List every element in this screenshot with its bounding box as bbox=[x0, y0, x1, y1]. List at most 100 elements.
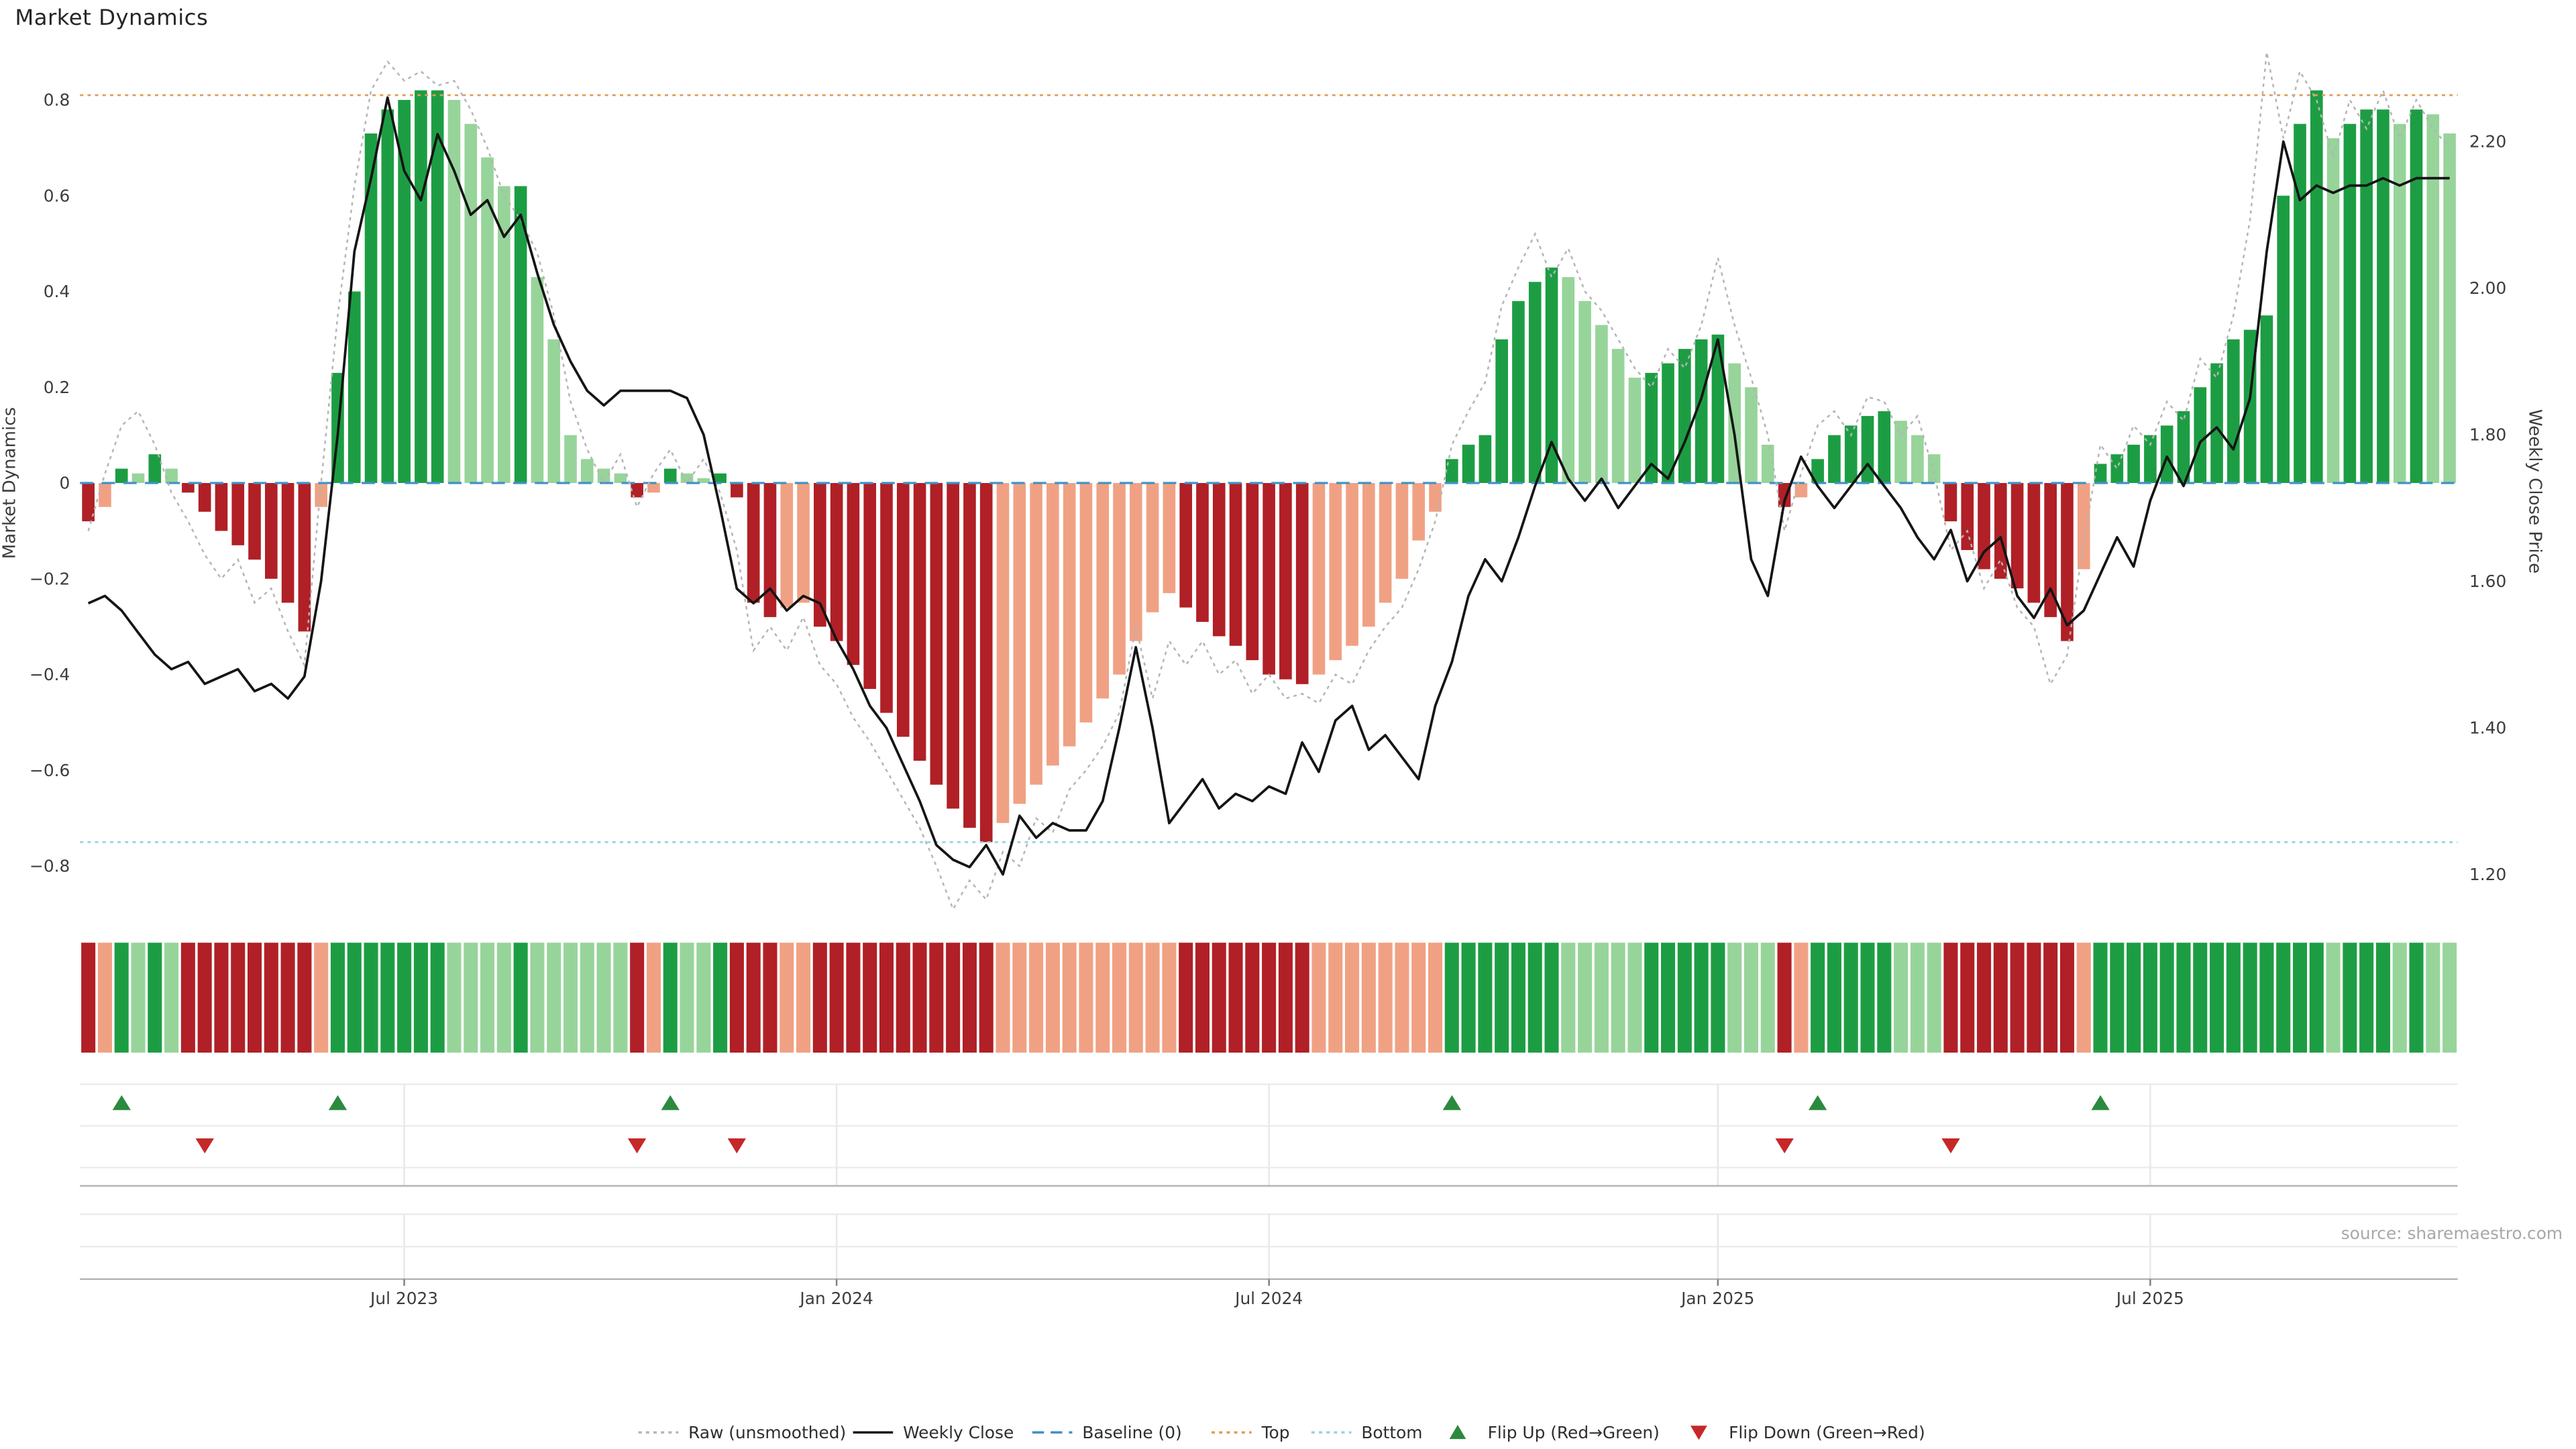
flip-down-marker bbox=[627, 1138, 647, 1154]
legend-down-triangle bbox=[1690, 1426, 1707, 1440]
heatmap-cell bbox=[2076, 943, 2091, 1053]
dynamics-bar bbox=[863, 483, 877, 689]
dynamics-bar bbox=[1429, 483, 1442, 512]
heatmap-cell bbox=[1777, 943, 1792, 1053]
dynamics-bar bbox=[697, 478, 710, 484]
heatmap-cell bbox=[81, 943, 96, 1053]
y-tick-label-right: 2.00 bbox=[2469, 278, 2506, 298]
heatmap-cell bbox=[1195, 943, 1210, 1053]
dynamics-bar bbox=[1828, 435, 1841, 484]
legend-item-label: Bottom bbox=[1361, 1423, 1422, 1442]
heatmap-cell bbox=[1378, 943, 1393, 1053]
heatmap-cell bbox=[1544, 943, 1559, 1053]
y-tick-label-left: −0.4 bbox=[30, 665, 70, 684]
dynamics-bar bbox=[1312, 483, 1326, 675]
y-axis-right-title: Weekly Close Price bbox=[2524, 409, 2544, 574]
dynamics-bar bbox=[631, 483, 643, 498]
dynamics-bar bbox=[1329, 483, 1342, 661]
heatmap-cell bbox=[2426, 943, 2440, 1053]
heatmap-cell bbox=[962, 943, 977, 1053]
dynamics-bar bbox=[2310, 90, 2323, 484]
dynamics-bar bbox=[1445, 459, 1458, 484]
flip-up-marker bbox=[1808, 1095, 1827, 1110]
dynamics-bar bbox=[731, 483, 743, 498]
dynamics-bar bbox=[2343, 123, 2357, 484]
heatmap-cell bbox=[1811, 943, 1825, 1053]
dynamics-bar bbox=[913, 483, 926, 761]
heatmap-cell bbox=[2010, 943, 2025, 1053]
heatmap-cell bbox=[1843, 943, 1858, 1053]
legend-item-label: Top bbox=[1261, 1423, 1290, 1442]
heatmap-cell bbox=[763, 943, 777, 1053]
heatmap-cell bbox=[2243, 943, 2257, 1053]
dynamics-bar bbox=[1196, 483, 1209, 623]
heatmap-cell bbox=[2110, 943, 2125, 1053]
heatmap-cell bbox=[630, 943, 645, 1053]
heatmap-cell bbox=[1278, 943, 1293, 1053]
heatmap-cell bbox=[1943, 943, 1958, 1053]
dynamics-bar bbox=[2110, 454, 2124, 484]
heatmap-cell bbox=[663, 943, 678, 1053]
heatmap-cell bbox=[1894, 943, 1909, 1053]
dynamics-bar bbox=[930, 483, 943, 785]
heatmap-cell bbox=[596, 943, 611, 1053]
dynamics-bar bbox=[1861, 416, 1874, 484]
dynamics-bar bbox=[1495, 339, 1508, 484]
dynamics-bar bbox=[364, 133, 378, 484]
dynamics-bar bbox=[947, 483, 959, 809]
dynamics-bar bbox=[747, 483, 760, 603]
y-tick-label-left: 0.8 bbox=[44, 91, 70, 110]
dynamics-bar bbox=[2194, 387, 2207, 484]
dynamics-bar bbox=[115, 468, 128, 484]
heatmap-cell bbox=[2326, 943, 2341, 1053]
heatmap-cell bbox=[148, 943, 162, 1053]
dynamics-bar bbox=[1179, 483, 1192, 608]
heatmap-cell bbox=[364, 943, 378, 1053]
flip-up-marker bbox=[328, 1095, 347, 1110]
heatmap-cell bbox=[1345, 943, 1360, 1053]
dynamics-bar bbox=[215, 483, 228, 531]
y-tick-label-right: 1.20 bbox=[2469, 865, 2506, 884]
dynamics-bar bbox=[2160, 425, 2174, 484]
dynamics-bar bbox=[248, 483, 261, 560]
heatmap-cell bbox=[1511, 943, 1525, 1053]
heatmap-cell bbox=[1145, 943, 1160, 1053]
heatmap-cell bbox=[680, 943, 694, 1053]
legend-item-label: Baseline (0) bbox=[1082, 1423, 1181, 1442]
heatmap-cell bbox=[2359, 943, 2374, 1053]
dynamics-bar bbox=[1711, 334, 1725, 484]
heatmap-cell bbox=[2159, 943, 2174, 1053]
heatmap-cell bbox=[1877, 943, 1892, 1053]
y-tick-label-right: 2.20 bbox=[2469, 132, 2506, 152]
flip-down-marker bbox=[727, 1138, 746, 1154]
heatmap-cell bbox=[1760, 943, 1775, 1053]
dynamics-bar bbox=[1129, 483, 1142, 641]
heatmap-cell bbox=[1262, 943, 1277, 1053]
heatmap-cell bbox=[97, 943, 112, 1053]
heatmap-cell bbox=[347, 943, 362, 1053]
heatmap-cell bbox=[2276, 943, 2291, 1053]
heatmap-cell bbox=[1444, 943, 1459, 1053]
dynamics-bar bbox=[1030, 483, 1042, 785]
dynamics-bar bbox=[2094, 464, 2107, 484]
dynamics-bar bbox=[880, 483, 893, 713]
y-axis-left: 0.8 0.6 0.4 0.2 0 −0.2 −0.4 −0.6 −0.8 Market Dyna… bbox=[0, 91, 70, 876]
heatmap-cell bbox=[1128, 943, 1143, 1053]
flip-up-marker bbox=[2091, 1095, 2110, 1110]
heatmap-cell bbox=[946, 943, 961, 1053]
heatmap-cell bbox=[2226, 943, 2241, 1053]
dynamics-bar bbox=[2410, 109, 2423, 484]
heatmap-cell bbox=[547, 943, 561, 1053]
x-tick-label: Jul 2024 bbox=[1234, 1289, 1303, 1308]
dynamics-bar bbox=[1761, 444, 1774, 484]
heatmap-cell bbox=[2392, 943, 2407, 1053]
heatmap-cell bbox=[1993, 943, 2008, 1053]
dynamics-bar bbox=[1911, 435, 1924, 484]
dynamics-bar bbox=[1412, 483, 1426, 541]
heatmap-cell bbox=[1711, 943, 1725, 1053]
dynamics-bar bbox=[281, 483, 294, 603]
heatmap-cell bbox=[214, 943, 229, 1053]
heatmap-cell bbox=[380, 943, 395, 1053]
heatmap-cell bbox=[1245, 943, 1260, 1053]
